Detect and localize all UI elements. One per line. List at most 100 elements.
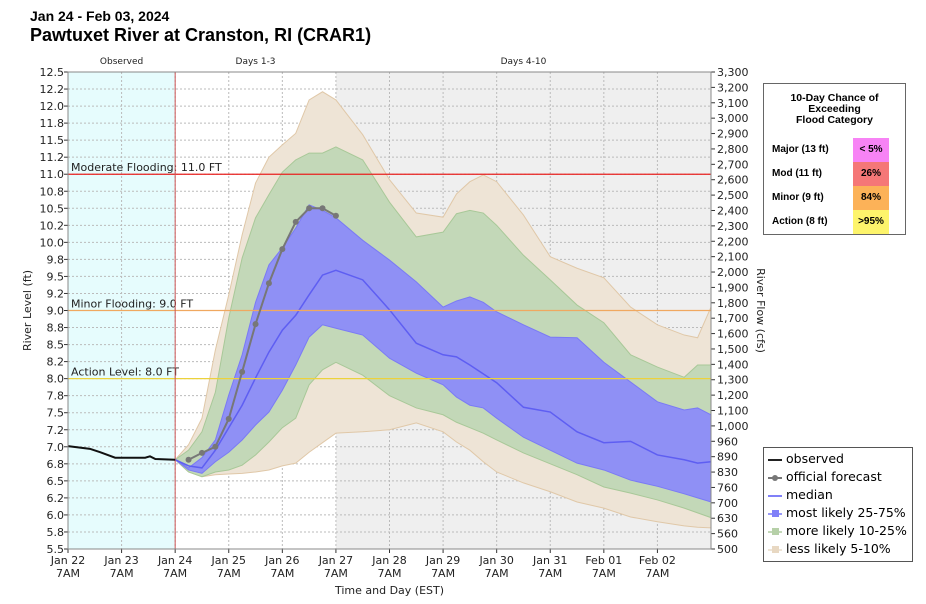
plot-frame (67, 71, 712, 550)
y-right-tick-label: 890 (717, 451, 738, 464)
y-tick-label: 6.2 (47, 492, 65, 505)
y-tick-label: 7.8 (47, 390, 65, 403)
forecast-point (252, 321, 259, 328)
legend-observed: observed (768, 450, 844, 468)
flood-row-value: < 5% (853, 138, 889, 162)
legend-10-25: more likely 10-25% (768, 522, 907, 540)
period-label: Days 1-3 (236, 57, 276, 67)
x-tick-label-day: Jan 31 (532, 554, 567, 567)
forecast-point (319, 205, 326, 212)
flood-row-label: Mod (11 ft) (772, 168, 822, 179)
x-tick-label-time: 7AM (217, 567, 241, 580)
x-axis-title: Time and Day (EST) (334, 584, 444, 597)
y-tick-label: 12.0 (40, 100, 65, 113)
chart-title: Pawtuxet River at Cranston, RI (CRAR1) (30, 25, 372, 45)
x-tick-label-day: Jan 22 (50, 554, 85, 567)
dot-line-swatch-icon (768, 474, 782, 481)
y-right-tick-label: 1,200 (717, 389, 749, 402)
x-tick-label-time: 7AM (110, 567, 134, 580)
y-tick-label: 10.0 (40, 236, 65, 249)
x-tick-label-time: 7AM (377, 567, 401, 580)
flood-row-value: 84% (853, 186, 889, 210)
chart-legend: observed official forecast median most l… (763, 447, 913, 562)
flood-row-action: Action (8 ft) >95% (764, 210, 905, 234)
y-tick-label: 9.8 (47, 253, 65, 266)
y-tick-label: 9.5 (47, 270, 65, 283)
forecast-point (239, 368, 246, 375)
x-tick-label-day: Jan 30 (478, 554, 513, 567)
date-range: Jan 24 - Feb 03, 2024 (30, 8, 170, 24)
threshold-label: Moderate Flooding: 11.0 FT (71, 161, 222, 174)
y-right-tick-label: 2,300 (717, 220, 749, 233)
y-right-tick-label: 1,300 (717, 374, 749, 387)
y-axis-title: River Level (ft) (21, 270, 34, 351)
legend-official-forecast: official forecast (768, 468, 882, 486)
forecast-point (279, 246, 286, 253)
legend-label: median (786, 487, 833, 502)
y-right-tick-label: 1,000 (717, 420, 749, 433)
x-tick-label-time: 7AM (645, 567, 669, 580)
flood-chance-title-3: Flood Category (795, 114, 873, 126)
y-right-tick-label: 3,100 (717, 97, 749, 110)
legend-median: median (768, 486, 833, 504)
y-tick-label: 10.8 (40, 185, 65, 198)
legend-label: most likely 25-75% (786, 505, 906, 520)
median-line (174, 269, 712, 469)
flood-row-moderate: Mod (11 ft) 26% (764, 162, 905, 186)
y-tick-label: 8.0 (47, 373, 65, 386)
x-tick-label-day: Feb 02 (639, 554, 676, 567)
y-right-tick-label: 2,900 (717, 128, 749, 141)
x-tick-label-time: 7AM (56, 567, 80, 580)
flood-chance-title-2: Exceeding (808, 103, 861, 115)
y-right-tick-label: 1,700 (717, 312, 749, 325)
y-tick-label: 12.2 (40, 83, 65, 96)
y-tick-label: 7.2 (47, 424, 65, 437)
y-right-tick-label: 2,000 (717, 266, 749, 279)
x-tick-label-day: Jan 27 (318, 554, 353, 567)
y-tick-label: 11.2 (40, 151, 65, 164)
legend-5-10: less likely 5-10% (768, 540, 891, 558)
flood-row-major: Major (13 ft) < 5% (764, 138, 905, 162)
legend-label: more likely 10-25% (786, 523, 907, 538)
y-right-tick-label: 2,500 (717, 189, 749, 202)
y-right-tick-label: 560 (717, 528, 738, 541)
observed-line (67, 445, 176, 461)
y-right-tick-label: 2,400 (717, 204, 749, 217)
flood-row-minor: Minor (9 ft) 84% (764, 186, 905, 210)
flood-row-label: Major (13 ft) (772, 144, 829, 155)
y-right-tick-label: 760 (717, 481, 738, 494)
threshold-label: Minor Flooding: 9.0 FT (71, 298, 193, 311)
legend-label: observed (786, 451, 844, 466)
x-tick-label-time: 7AM (270, 567, 294, 580)
flood-row-label: Minor (9 ft) (772, 192, 824, 203)
x-tick-label-day: Jan 26 (264, 554, 299, 567)
forecast-point (292, 218, 299, 225)
y-tick-label: 9.2 (47, 287, 65, 300)
y-right-tick-label: 2,700 (717, 158, 749, 171)
y-right-tick-label: 630 (717, 512, 738, 525)
x-tick-label-day: Jan 28 (371, 554, 406, 567)
y-right-tick-label: 2,800 (717, 143, 749, 156)
square-swatch-icon (768, 527, 782, 535)
forecast-point (265, 280, 272, 287)
x-tick-label-time: 7AM (592, 567, 616, 580)
period-label: Days 4-10 (501, 57, 547, 67)
y-right-tick-label: 960 (717, 435, 738, 448)
y-tick-label: 12.5 (40, 66, 65, 79)
y-right-tick-label: 500 (717, 543, 738, 556)
line-swatch-icon (768, 494, 782, 497)
y-right-tick-label: 1,600 (717, 328, 749, 341)
x-tick-label-day: Feb 01 (585, 554, 622, 567)
legend-label: official forecast (786, 469, 882, 484)
y-right-tick-label: 1,400 (717, 358, 749, 371)
y-right-tick-label: 830 (717, 466, 738, 479)
y-tick-label: 7.0 (47, 441, 65, 454)
y-right-tick-label: 1,100 (717, 405, 749, 418)
y-tick-label: 8.2 (47, 356, 65, 369)
legend-25-75: most likely 25-75% (768, 504, 906, 522)
forecast-point (198, 449, 205, 456)
y-right-tick-label: 3,200 (717, 81, 749, 94)
forecast-point (185, 456, 192, 463)
x-tick-label-day: Jan 29 (425, 554, 460, 567)
